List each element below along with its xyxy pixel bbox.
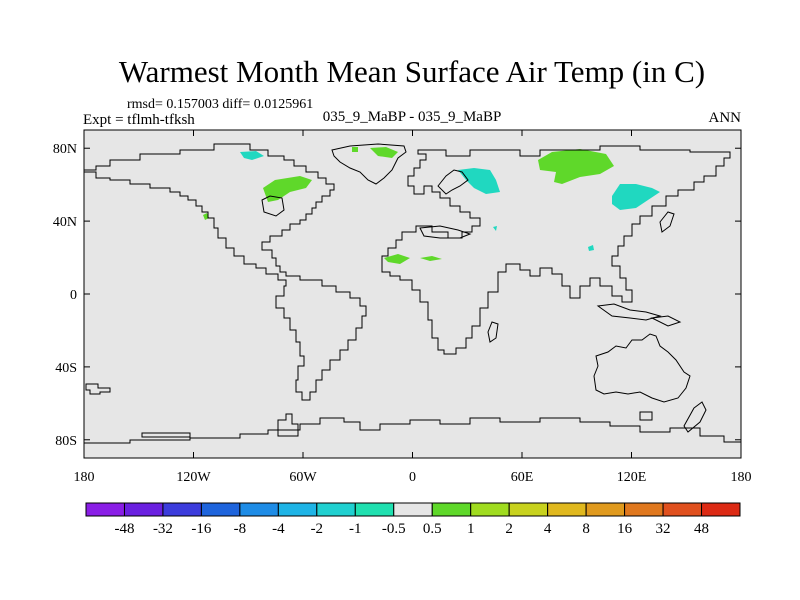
colorbar-box [585,502,626,517]
lat-tick-label: 80N [53,142,77,157]
anomaly-patch-mideast-dot [493,226,497,231]
lon-tick-label: 60E [511,470,534,485]
coastline-scandinavia [437,169,469,195]
coastline-antarctica [84,417,741,444]
lon-tick-label: 180 [74,470,95,485]
colorbar-box [470,502,510,517]
colorbar-box [277,502,318,517]
map-title: Warmest Month Mean Surface Air Temp (in … [119,54,705,89]
colorbar-box [508,502,549,517]
lon-tick-label: 0 [409,470,416,485]
colorbar-box [123,502,164,517]
anomaly-patch-canada-arctic [240,151,264,160]
colorbar-label: 32 [656,521,671,537]
colorbar-label: -16 [191,521,211,537]
anomaly-patch-east-siberia [612,184,660,210]
colorbar-box [200,502,241,517]
anomaly-patch-greenland-north [370,147,398,158]
colorbar-label: 8 [582,521,590,537]
lat-tick-label: 80S [55,434,77,449]
coastline-greenland [331,143,407,185]
colorbar-box [701,502,741,517]
lon-tick-label: 60W [289,470,317,485]
colorbar-label: 2 [505,521,513,537]
lon-tick-label: 120E [617,470,647,485]
coastline-australia [593,333,691,403]
colorbar-box [239,502,279,517]
anomaly-patch-india-dot [588,245,594,251]
coastline-americas [84,143,367,401]
coastline-eurasia-africa [381,145,731,355]
coastline-south-pacific-island [85,383,111,395]
colorbar-label: -2 [311,521,324,537]
colorbar-box [393,502,433,517]
anomaly-patch-scandinavia [458,168,500,194]
colorbar-box [85,502,125,517]
coastline-new-guinea [650,315,682,327]
coastline-antarctic-peninsula [277,413,299,437]
coastline-tasmania [639,411,653,421]
lat-tick-label: 40N [53,215,77,230]
colorbar-box [662,502,703,517]
colorbar-box [547,502,587,517]
colorbar-label: 16 [617,521,633,537]
lon-tick-label: 180 [731,470,752,485]
colorbar-label: 1 [467,521,475,537]
colorbar-box [624,502,664,517]
anomaly-patch-africa-central [420,256,442,261]
colorbar-box [162,502,202,517]
colorbar: -48 -32 -16 -8 -4 -2 -1 -0.5 0.5 1 2 4 8 16 32 48 [85,502,741,537]
anomaly-patches [203,147,660,264]
anomaly-patch-africa-west [384,254,410,264]
colorbar-label: 4 [544,521,552,537]
colorbar-label: -1 [349,521,362,537]
longitude-axis: 180 120W 60W 0 60E 120E 180 [74,130,752,485]
colorbar-label: -8 [234,521,247,537]
anomaly-patch-north-america [263,176,312,202]
map-panel: 80N 40N 0 40S 80S 180 120W 60W 0 60E 120E 180 [53,129,752,485]
colorbar-label: 0.5 [423,521,442,537]
stats-line: rmsd= 0.157003 diff= 0.0125961 [127,97,313,112]
colorbar-box [354,502,395,517]
colorbar-box [431,502,472,517]
colorbar-label: -0.5 [382,521,406,537]
lon-tick-label: 120W [176,470,211,485]
colorbar-label: -48 [114,521,134,537]
comparison-label: 035_9_MaBP - 035_9_MaBP [323,109,502,125]
coastline-indonesia [596,303,662,321]
coastline-mediterranean [419,225,472,239]
anomaly-patch-siberia [538,149,614,184]
lat-tick-label: 0 [70,288,77,303]
map-background [84,130,741,458]
colorbar-boxes [85,502,741,517]
colorbar-labels: -48 -32 -16 -8 -4 -2 -1 -0.5 0.5 1 2 4 8 16 32 48 [114,521,709,537]
coastlines [84,143,741,444]
lat-tick-label: 40S [55,361,77,376]
colorbar-label: -4 [272,521,285,537]
coastline-madagascar [487,321,499,343]
colorbar-label: 48 [694,521,709,537]
coastline-ross-shelf [141,432,191,438]
coastline-hudson-bay [261,195,285,217]
colorbar-label: -32 [153,521,173,537]
latitude-axis: 80N 40N 0 40S 80S [53,142,741,449]
anomaly-patch-greenland-tip [352,147,358,152]
coastline-japan [659,211,675,233]
colorbar-box [316,502,356,517]
coastline-new-zealand [683,401,707,433]
experiment-label: Expt = tflmh-tfksh [83,112,195,128]
period-label: ANN [709,110,742,126]
